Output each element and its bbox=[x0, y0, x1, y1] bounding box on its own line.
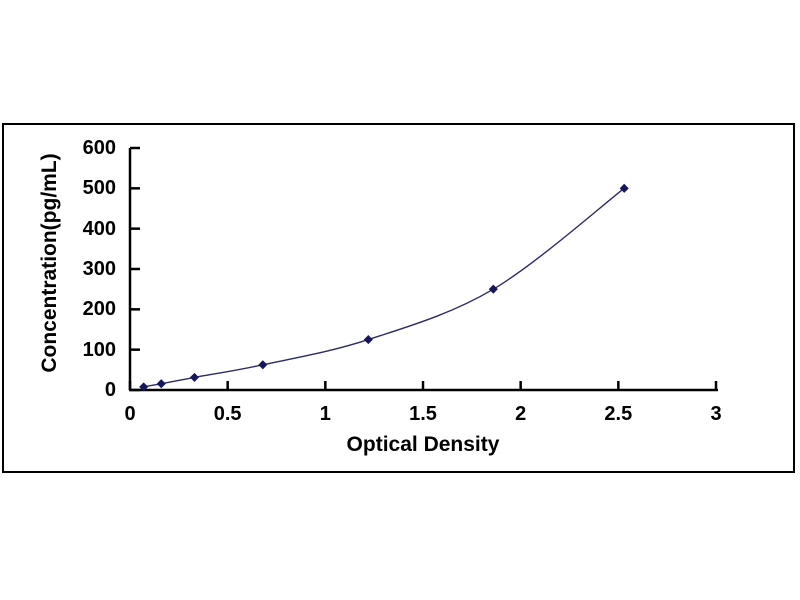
y-tick-label: 200 bbox=[82, 298, 116, 321]
y-tick-label: 600 bbox=[82, 137, 116, 159]
data-point-marker bbox=[139, 382, 149, 392]
x-tick-label: 3 bbox=[710, 403, 722, 425]
x-tick-label: 2 bbox=[515, 403, 527, 425]
data-point-marker bbox=[156, 379, 166, 389]
x-tick-label: 0.5 bbox=[213, 403, 242, 425]
x-tick-label: 1.5 bbox=[409, 403, 437, 425]
y-tick-label: 300 bbox=[82, 258, 116, 280]
y-tick-label: 100 bbox=[82, 338, 116, 361]
data-point-marker bbox=[189, 372, 199, 382]
x-tick-label: 0 bbox=[124, 403, 136, 425]
y-tick-label: 0 bbox=[104, 379, 116, 401]
standard-curve-line bbox=[143, 187, 625, 388]
y-tick-label: 500 bbox=[82, 177, 116, 200]
data-point-marker bbox=[488, 284, 498, 294]
data-point-marker bbox=[258, 360, 268, 370]
x-tick-label: 2.5 bbox=[604, 403, 633, 425]
data-point-marker bbox=[363, 335, 373, 345]
x-axis-title: Optical Density bbox=[346, 433, 500, 456]
x-tick-label: 1 bbox=[319, 403, 331, 425]
y-tick-label: 400 bbox=[82, 217, 116, 240]
chart-frame bbox=[2, 123, 795, 473]
